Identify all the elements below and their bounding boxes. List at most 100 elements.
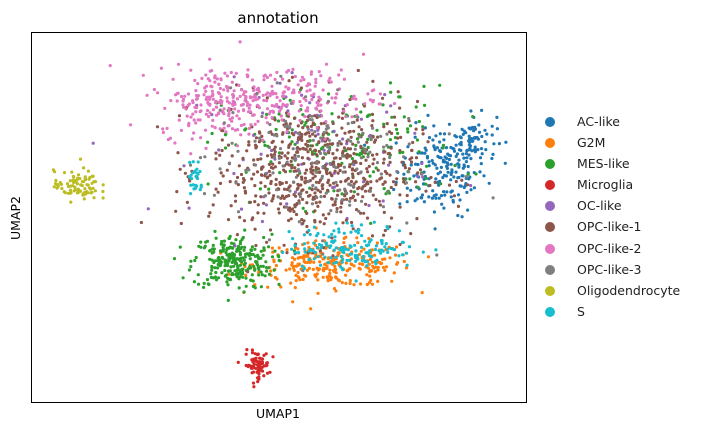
data-point — [456, 213, 460, 218]
data-point — [260, 114, 264, 119]
data-point — [478, 170, 482, 174]
data-point — [351, 194, 355, 198]
data-point — [342, 77, 346, 81]
data-point — [276, 119, 281, 123]
data-point — [227, 113, 231, 118]
data-point — [250, 351, 255, 355]
data-point — [262, 74, 266, 78]
data-point — [415, 138, 419, 142]
data-point — [227, 106, 231, 110]
data-point — [198, 118, 202, 122]
data-point — [442, 206, 446, 210]
data-point — [252, 85, 256, 89]
data-point — [187, 268, 191, 272]
chart-title: annotation — [237, 9, 318, 27]
data-point — [339, 205, 343, 209]
data-point — [273, 249, 277, 253]
data-point — [368, 174, 372, 178]
data-point — [311, 249, 315, 253]
data-point — [185, 200, 189, 204]
data-point — [194, 186, 198, 190]
data-point — [423, 146, 427, 150]
data-point — [302, 267, 307, 271]
data-point — [293, 166, 297, 170]
data-point — [315, 153, 319, 157]
data-point — [165, 126, 169, 130]
data-point — [315, 246, 320, 250]
data-point — [179, 221, 183, 226]
data-point — [322, 222, 326, 226]
data-point — [218, 167, 222, 171]
data-point — [259, 285, 263, 289]
data-point — [233, 194, 238, 198]
data-point — [310, 152, 315, 156]
data-point — [466, 208, 470, 212]
data-point — [390, 247, 395, 251]
data-point — [427, 160, 431, 164]
data-point — [185, 114, 189, 118]
data-point — [335, 206, 339, 211]
data-point — [319, 109, 323, 113]
data-point — [256, 211, 260, 215]
data-point — [447, 157, 451, 162]
data-point — [192, 118, 196, 122]
data-point — [206, 77, 210, 81]
data-points — [51, 40, 508, 389]
data-point — [322, 246, 326, 250]
data-point — [402, 172, 406, 176]
data-point — [90, 181, 94, 185]
data-point — [319, 195, 323, 199]
data-point — [253, 227, 257, 231]
data-point — [243, 245, 247, 249]
data-point — [462, 129, 466, 133]
data-point — [207, 114, 211, 119]
data-point — [311, 183, 315, 188]
data-point — [416, 171, 420, 175]
data-point — [278, 147, 283, 151]
data-point — [200, 76, 204, 80]
data-point — [327, 92, 331, 96]
data-point — [368, 98, 372, 102]
data-point — [449, 195, 453, 199]
data-point — [213, 80, 217, 84]
data-point — [189, 68, 193, 72]
data-point — [307, 82, 311, 86]
data-point — [329, 256, 333, 260]
data-point — [381, 103, 385, 107]
data-point — [321, 213, 325, 217]
data-point — [383, 150, 387, 154]
data-point — [330, 96, 334, 100]
data-point — [275, 188, 279, 192]
data-point — [224, 273, 228, 277]
data-point — [355, 257, 359, 261]
data-point — [270, 104, 274, 108]
data-point — [472, 129, 476, 133]
data-point — [487, 181, 491, 185]
data-point — [374, 197, 378, 202]
data-point — [450, 170, 454, 174]
data-point — [313, 134, 317, 138]
data-point — [213, 126, 217, 130]
data-point — [377, 249, 381, 253]
data-point — [304, 98, 308, 103]
data-point — [348, 165, 352, 169]
data-point — [375, 179, 379, 183]
data-point — [253, 254, 257, 258]
data-point — [260, 134, 264, 138]
data-point — [286, 114, 290, 118]
data-point — [319, 263, 323, 267]
data-point — [326, 279, 330, 283]
data-point — [348, 279, 352, 283]
data-point — [357, 186, 361, 190]
data-point — [202, 281, 206, 285]
data-point — [332, 268, 336, 273]
data-point — [424, 189, 428, 193]
data-point — [423, 126, 427, 130]
data-point — [338, 261, 342, 265]
data-point — [375, 241, 379, 245]
data-point — [359, 223, 363, 227]
data-point — [322, 130, 326, 135]
data-point — [271, 196, 275, 201]
data-point — [451, 198, 455, 203]
data-point — [289, 159, 293, 163]
